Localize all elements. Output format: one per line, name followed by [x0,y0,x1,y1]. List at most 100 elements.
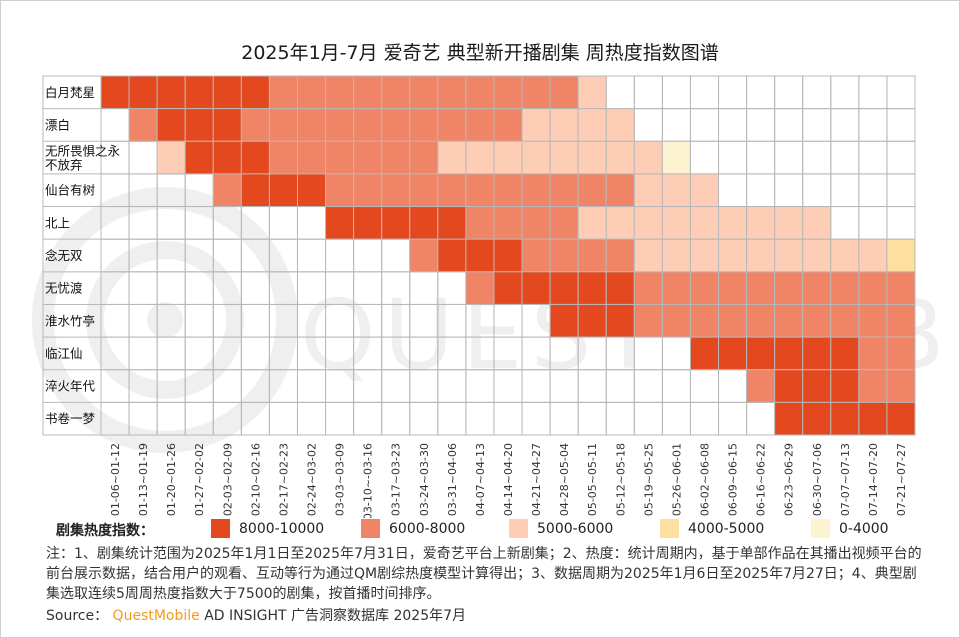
heatmap-cell [100,173,130,208]
heatmap-cell [240,140,270,175]
heatmap-cell [521,108,551,142]
heatmap-cell [381,238,411,273]
heatmap-cell [296,336,327,371]
column-labels: 01-06~01-12 01-13~01-19 01-20~01-26 01-27~0… [109,443,908,518]
heatmap-cell [437,401,467,436]
heatmap-cell [689,303,720,338]
heatmap-cell [521,303,551,338]
heatmap-cell [858,173,888,208]
heatmap-cell [521,238,551,273]
heatmap-cell [746,108,776,142]
heatmap-cell [689,75,720,110]
column-label: 01-06~01-12 [109,443,122,516]
heatmap-cell [718,303,748,338]
heatmap-cell [381,108,411,142]
heatmap-cell [437,336,467,371]
heatmap-cell [718,238,748,273]
column-label: 04-07~04-13 [474,443,487,516]
heatmap-cell [718,206,748,240]
heatmap-cell [212,75,242,110]
heatmap-cell [100,75,130,110]
heatmap-cell [212,271,242,305]
heatmap-cell [409,336,439,371]
heatmap-cell [296,303,327,338]
heatmap-cell [577,173,607,208]
heatmap-cell [381,271,411,305]
heatmap-cell [661,369,691,403]
heatmap-cell [100,108,130,142]
heatmap-cell [100,401,130,436]
heatmap-cell [718,140,748,175]
heatmap-cell [325,108,355,142]
legend-swatch [211,519,230,538]
heatmap-cell [858,271,888,305]
column-label: 01-20~01-26 [165,443,178,516]
heatmap-cell [661,336,691,371]
heatmap-cell [661,206,691,240]
heatmap-cell [128,238,158,273]
heatmap-cell [493,173,523,208]
heatmap-cell [746,401,776,436]
legend-swatch [509,519,528,538]
heatmap-cell [128,206,158,240]
column-label: 05-12~05-18 [614,443,627,516]
heatmap-cell [774,303,804,338]
heatmap-cell [184,336,214,371]
column-label: 02-24~03-02 [306,443,319,516]
heatmap-cell [325,206,355,240]
heatmap-cell [156,75,186,110]
footnotes: 注：1、剧集统计范围为2025年1月1日至2025年7月31日，爱奇艺平台上新剧… [46,546,922,602]
heatmap-cell [325,140,355,175]
heatmap-cell [296,108,327,142]
heatmap-cell [325,303,355,338]
heatmap-cell [577,238,607,273]
heatmap-cell [212,238,242,273]
heatmap-cell [353,271,383,305]
heatmap-cell [802,75,832,110]
heatmap-cell [661,140,691,175]
heatmap-cell [184,173,214,208]
heatmap-cell [830,238,860,273]
heatmap-cell [830,271,860,305]
heatmap-cell [240,206,270,240]
column-label: 04-28~05-04 [558,443,571,516]
heatmap-cell [184,238,214,273]
heatmap-cell [605,238,635,273]
heatmap-cell [521,206,551,240]
heatmap-cell [886,108,916,142]
column-label: 06-23~06-29 [783,443,796,516]
column-label: 03-10~-03-16 [362,443,375,518]
heatmap-cell [240,108,270,142]
heatmap-cell [549,75,579,110]
heatmap-cell [268,173,298,208]
heatmap-cell [521,369,551,403]
heatmap-cell [465,140,495,175]
heatmap-cell [661,108,691,142]
heatmap-cell [156,206,186,240]
legend-item-6000-8000: 6000-8000 [361,519,465,538]
heatmap-cell [465,401,495,436]
source-suffix: AD INSIGHT 广告洞察数据库 2025年7月 [204,608,467,624]
heatmap-cell [381,75,411,110]
heatmap-cell [633,173,663,208]
heatmap-cell [268,401,298,436]
heatmap-cell [661,401,691,436]
heatmap-cell [830,108,860,142]
heatmap-cell [268,238,298,273]
heatmap-cell [858,238,888,273]
heatmap-cell [268,75,298,110]
heatmap-cell [774,173,804,208]
heatmap-cell [493,75,523,110]
heatmap-cell [830,336,860,371]
heatmap-cell [886,206,916,240]
heatmap-cell [633,271,663,305]
heatmap-cell [156,271,186,305]
heatmap-cell [577,271,607,305]
heatmap-cell [689,336,720,371]
legend-label: 5000-6000 [537,520,614,537]
heatmap-cell [184,206,214,240]
heatmap-cell [746,238,776,273]
heatmap-cell [353,108,383,142]
heatmap-cell [774,336,804,371]
legend-label: 4000-5000 [688,520,765,537]
